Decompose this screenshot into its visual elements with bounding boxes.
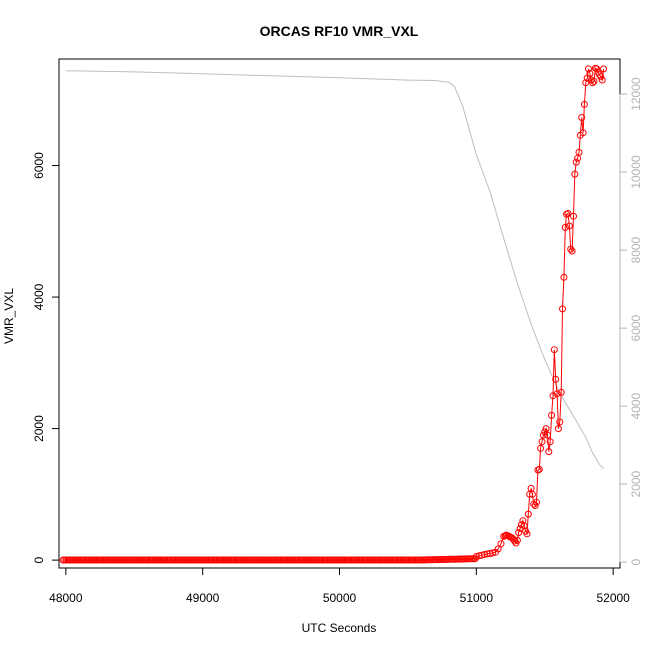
data-point	[593, 65, 601, 73]
x-tick-label: 48000	[49, 591, 83, 605]
x-tick-label: 52000	[596, 591, 630, 605]
data-point	[554, 425, 562, 433]
data-point	[552, 375, 560, 383]
data-point	[559, 305, 566, 313]
data-point	[542, 425, 550, 433]
data-point	[571, 170, 579, 178]
y-tick-label: 2000	[32, 415, 46, 442]
data-point	[597, 73, 605, 81]
data-point	[513, 536, 521, 544]
data-point	[586, 70, 594, 77]
x-tick-label: 51000	[460, 591, 494, 605]
data-point	[580, 100, 588, 108]
data-point	[538, 438, 546, 446]
data-point	[544, 431, 551, 439]
x-tick-label: 50000	[323, 591, 357, 605]
data-point	[497, 540, 505, 548]
y2-axis: 0 2000 4000 6000 8000 10000 12000	[619, 77, 643, 565]
data-point	[539, 431, 547, 439]
data-point	[489, 549, 497, 557]
data-point	[528, 490, 536, 498]
data-point	[565, 222, 573, 230]
data-point	[590, 77, 598, 85]
data-point	[494, 545, 502, 553]
data-point	[572, 158, 580, 166]
data-point	[515, 529, 523, 536]
secondary-series-layer	[65, 70, 604, 469]
data-point	[575, 148, 583, 156]
data-point	[578, 114, 586, 121]
data-point	[545, 448, 553, 456]
data-point	[560, 273, 568, 281]
data-point	[553, 390, 561, 398]
data-point	[523, 530, 531, 538]
data-point	[561, 223, 569, 231]
x-axis: 48000 49000 50000 51000 52000	[49, 567, 630, 605]
y-tick-label: 6000	[32, 152, 46, 179]
data-point	[531, 502, 539, 509]
y2-tick-label: 2000	[629, 470, 643, 497]
data-point	[556, 418, 564, 426]
chart-title: ORCAS RF10 VMR_VXL	[260, 23, 419, 39]
primary-series-layer	[59, 64, 608, 564]
y-tick-label: 0	[32, 556, 46, 563]
y2-tick-label: 0	[629, 558, 643, 565]
y2-tick-label: 6000	[629, 314, 643, 341]
data-point	[570, 212, 577, 220]
data-point	[568, 247, 576, 255]
primary-series-line	[63, 67, 605, 561]
data-point	[546, 438, 554, 446]
data-point	[548, 411, 556, 419]
data-point	[537, 444, 545, 452]
data-point	[533, 498, 540, 506]
data-point	[585, 65, 592, 73]
data-point	[598, 76, 606, 84]
y2-tick-label: 4000	[629, 392, 643, 419]
data-point	[550, 346, 558, 354]
data-point	[579, 129, 587, 137]
data-point	[564, 210, 572, 217]
secondary-series-line	[65, 70, 604, 469]
data-point	[519, 517, 527, 525]
data-point	[511, 537, 519, 545]
data-point	[589, 79, 597, 87]
plot-frame	[58, 58, 621, 569]
data-point	[557, 388, 565, 396]
y-axis-label: VMR_VXL	[2, 288, 16, 344]
data-point	[600, 65, 608, 73]
x-axis-label: UTC Seconds	[302, 621, 377, 635]
y2-tick-label: 12000	[629, 77, 643, 111]
data-point	[549, 392, 557, 400]
y-axis: 0 2000 4000 6000	[32, 152, 59, 563]
data-point	[535, 465, 543, 473]
y-tick-label: 4000	[32, 283, 46, 310]
data-point	[582, 79, 590, 87]
y2-tick-label: 10000	[629, 155, 643, 189]
y2-tick-label: 8000	[629, 236, 643, 263]
x-tick-label: 49000	[186, 591, 220, 605]
data-point	[567, 245, 575, 253]
data-point	[524, 510, 532, 518]
